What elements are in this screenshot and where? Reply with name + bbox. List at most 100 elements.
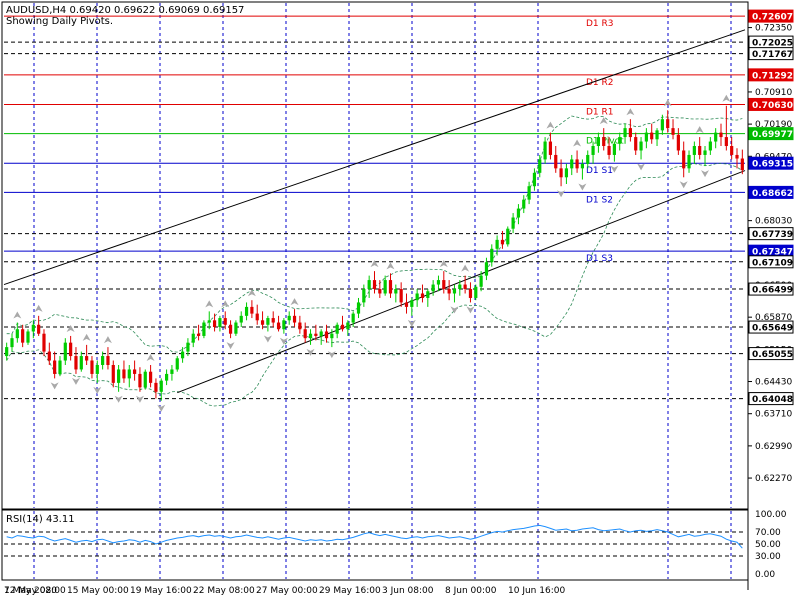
price-tag-box: [748, 47, 794, 61]
price-tag-box: [748, 392, 794, 406]
candle-body: [420, 293, 425, 298]
y-tick-label: 0.62270: [755, 474, 792, 484]
x-tick-label: 27 May 00:00: [256, 586, 318, 596]
candle-body: [479, 275, 483, 287]
candle-body: [372, 280, 377, 290]
candle-body: [468, 289, 473, 298]
candle-body: [133, 369, 137, 374]
candle-body: [383, 280, 387, 294]
candle-body: [319, 331, 323, 336]
candle-body: [95, 364, 99, 374]
candle-body: [69, 342, 73, 357]
candle-body: [714, 132, 718, 142]
candle-body: [591, 146, 595, 155]
rsi-tick-label: 100.00: [755, 510, 787, 520]
candle-body: [53, 360, 57, 374]
x-tick-label: 12 May 08:00: [4, 586, 66, 596]
candle-body: [367, 280, 371, 290]
fractal-up: [247, 289, 256, 297]
candle-body: [90, 360, 94, 374]
candle-body: [495, 239, 499, 249]
fractal-up: [82, 333, 91, 341]
candle-body: [292, 315, 297, 323]
candle-body: [127, 369, 131, 379]
candle-body: [666, 119, 670, 129]
band-upper: [6, 115, 743, 353]
candle-body: [180, 351, 185, 359]
candle-body: [335, 324, 339, 334]
price-tag-text: 0.69977: [752, 130, 793, 140]
candle-body: [458, 284, 462, 290]
y-tick-label: 0.63710: [755, 410, 792, 420]
candle-body: [170, 369, 174, 374]
y-tick-label: 0.62990: [755, 442, 792, 452]
level-label: D1 R1: [586, 107, 614, 117]
candle-body: [255, 313, 259, 321]
fractal-up: [146, 353, 155, 361]
candle-body: [452, 289, 457, 294]
candle-body: [586, 154, 590, 164]
y-tick-label: 0.70190: [755, 120, 792, 130]
price-tag-text: 0.66499: [752, 286, 793, 296]
candle-body: [410, 300, 414, 307]
candle-body: [692, 146, 696, 155]
candle-body: [500, 239, 505, 245]
price-tag-box: [748, 9, 794, 23]
y-tick-label: 0.68030: [755, 217, 792, 227]
y-tick-label: 0.70910: [755, 88, 792, 98]
price-tag-text: 0.65055: [752, 350, 793, 360]
fractal-up: [13, 311, 22, 319]
candle-body: [394, 289, 398, 294]
candle-body: [388, 280, 393, 294]
candle-body: [308, 333, 313, 339]
fractal-up: [439, 260, 448, 268]
fractal-down: [93, 386, 102, 394]
x-tick-label: 3 Jun 08:00: [382, 586, 434, 596]
fractal-down: [114, 395, 123, 403]
candle-body: [276, 322, 281, 330]
candle-body: [404, 302, 409, 307]
rsi-panel-frame: [1, 509, 749, 581]
y-tick-label: 0.72350: [755, 24, 792, 34]
fractal-up: [103, 336, 112, 344]
fractal-up: [66, 324, 75, 332]
candle-body: [559, 168, 563, 178]
fractal-down: [327, 351, 336, 359]
fractal-down: [226, 342, 235, 350]
price-tag-box: [748, 127, 794, 141]
candle-body: [330, 333, 334, 339]
candle-body: [490, 248, 494, 263]
price-tag-box: [748, 68, 794, 82]
price-tag-text: 0.67347: [752, 248, 793, 258]
x-tick-label: 19 May 16:00: [130, 586, 192, 596]
candle-body: [223, 318, 227, 325]
price-tag-box: [748, 347, 794, 361]
candle-body: [618, 137, 622, 144]
fractal-down: [50, 382, 59, 390]
price-tag-text: 0.67739: [752, 230, 793, 240]
rsi-tick-label: 30.00: [755, 552, 781, 562]
main-panel-frame: [1, 1, 749, 510]
candle-body: [596, 137, 600, 147]
fractal-up: [722, 94, 731, 102]
trend-channel: [3, 29, 746, 394]
x-tick-label: 29 May 16:00: [319, 586, 381, 596]
price-tag-text: 0.72025: [752, 39, 793, 49]
candle-body: [442, 280, 446, 290]
price-tag-box: [748, 227, 794, 241]
candle-body: [346, 322, 350, 330]
candle-body: [399, 289, 403, 303]
x-tick-label: 22 May 08:00: [193, 586, 255, 596]
candle-body: [484, 262, 489, 276]
candle-body: [154, 382, 158, 392]
candle-body: [527, 186, 531, 200]
fractal-markers: [13, 94, 731, 412]
fractal-down: [701, 170, 710, 178]
candle-body: [191, 333, 195, 343]
fractal-down: [679, 181, 688, 189]
candle-body: [378, 289, 382, 294]
price-tag-text: 0.70630: [752, 101, 793, 111]
candle-body: [244, 306, 249, 316]
